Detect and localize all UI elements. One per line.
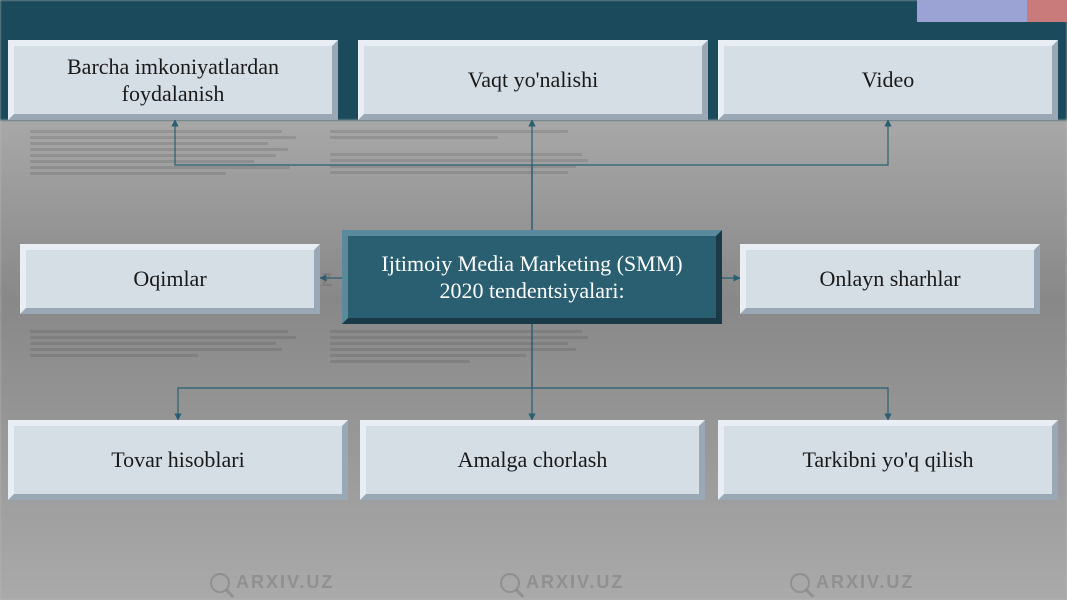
node-label: Tovar hisoblari: [111, 446, 244, 474]
magnifier-icon: [210, 573, 230, 593]
node-n7: Amalga chorlash: [360, 420, 705, 500]
watermark: ARXIV.UZ: [790, 572, 914, 593]
watermark-text: ARXIV.UZ: [236, 572, 334, 593]
center-box: Ijtimoiy Media Marketing (SMM) 2020 tend…: [342, 230, 722, 324]
magnifier-icon: [500, 573, 520, 593]
accent-bar: [917, 0, 1067, 22]
node-n6: Tovar hisoblari: [8, 420, 348, 500]
node-n1: Barcha imkoniyatlardan foydalanish: [8, 40, 338, 120]
node-n3: Video: [718, 40, 1058, 120]
accent-red: [1027, 0, 1067, 22]
magnifier-icon: [790, 573, 810, 593]
node-label: Onlayn sharhlar: [819, 265, 960, 293]
accent-purple: [917, 0, 1027, 22]
watermark: ARXIV.UZ: [210, 572, 334, 593]
bg-text-decor: [330, 330, 610, 366]
node-label: Vaqt yo'nalishi: [468, 66, 598, 94]
node-label: Amalga chorlash: [458, 446, 608, 474]
bg-text-decor: [30, 330, 310, 360]
node-n5: Onlayn sharhlar: [740, 244, 1040, 314]
node-label: Barcha imkoniyatlardan foydalanish: [26, 53, 320, 108]
watermark: ARXIV.UZ: [500, 572, 624, 593]
watermark-text: ARXIV.UZ: [816, 572, 914, 593]
watermark-text: ARXIV.UZ: [526, 572, 624, 593]
center-box-text: Ijtimoiy Media Marketing (SMM) 2020 tend…: [360, 250, 704, 305]
node-label: Video: [862, 66, 914, 94]
node-n2: Vaqt yo'nalishi: [358, 40, 708, 120]
bg-text-decor: [30, 130, 310, 178]
node-n4: Oqimlar: [20, 244, 320, 314]
node-label: Tarkibni yo'q qilish: [802, 446, 973, 474]
node-label: Oqimlar: [133, 265, 206, 293]
node-n8: Tarkibni yo'q qilish: [718, 420, 1058, 500]
bg-text-decor: [330, 130, 610, 177]
